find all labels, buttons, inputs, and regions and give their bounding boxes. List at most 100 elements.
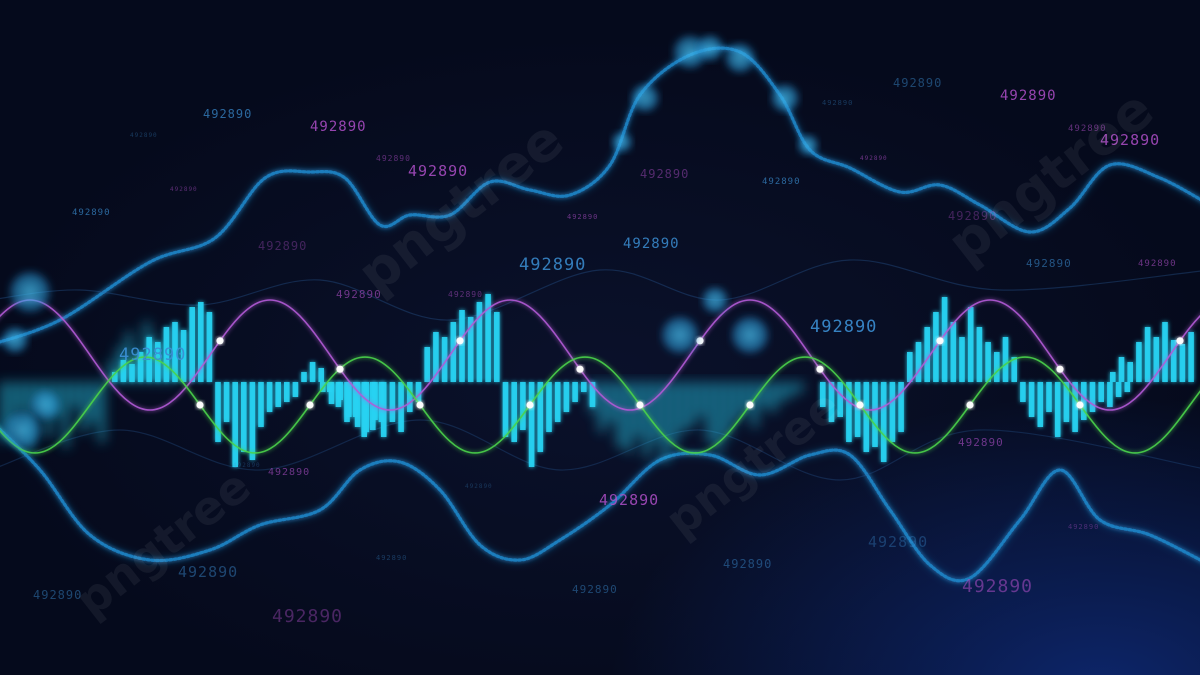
number-label: 492890 — [408, 162, 469, 180]
bokeh-circle — [730, 315, 770, 355]
bokeh-circle — [611, 131, 633, 153]
number-label: 492890 — [599, 491, 660, 509]
histogram-bar — [572, 382, 578, 402]
number-label: 492890 — [860, 155, 888, 162]
histogram-bar — [328, 382, 335, 404]
green-curve — [0, 356, 1200, 454]
number-label: 492890 — [1068, 523, 1100, 531]
histogram-bar — [1188, 332, 1194, 382]
number-label: 492890 — [762, 177, 801, 187]
histogram-bar — [1153, 337, 1160, 382]
curve-point-marker — [1176, 337, 1184, 345]
histogram-bar — [189, 307, 195, 382]
histogram-bar — [889, 382, 896, 442]
histogram-bar — [9, 382, 15, 427]
number-label: 492890 — [958, 436, 1004, 449]
curve-point-marker — [306, 401, 314, 409]
number-label: 492890 — [810, 317, 878, 337]
number-label: 492890 — [268, 467, 311, 478]
number-label: 492890 — [33, 588, 83, 602]
histogram-bar — [779, 382, 785, 402]
number-label: 492890 — [233, 462, 261, 469]
histogram-bar — [1170, 340, 1177, 382]
number-label: 492890 — [203, 107, 253, 121]
histogram-bar — [108, 362, 114, 382]
histogram-bar — [1107, 382, 1113, 407]
histogram-bar — [117, 347, 123, 382]
histogram-bar — [433, 332, 439, 382]
histogram-bar — [467, 317, 474, 382]
curve-point-marker — [456, 337, 464, 345]
histogram-bar — [163, 327, 170, 382]
number-label: 492890 — [170, 186, 198, 193]
histogram-bar — [485, 294, 491, 382]
histogram-bar — [761, 382, 767, 407]
histogram-bar — [155, 342, 161, 382]
histogram-bar — [716, 382, 722, 452]
histogram-bar — [1098, 382, 1104, 402]
histogram-bar — [924, 327, 930, 382]
histogram-bar — [441, 337, 448, 382]
magenta-curve — [0, 299, 1200, 411]
curve-point-marker — [746, 401, 754, 409]
number-label: 492890 — [1138, 259, 1177, 269]
histogram-bar — [494, 312, 500, 382]
histogram-bar — [363, 382, 370, 432]
histogram-bar — [797, 382, 803, 392]
number-label: 492890 — [822, 99, 854, 107]
histogram-bar — [112, 372, 118, 382]
histogram-bar — [301, 372, 307, 382]
bokeh-circle — [8, 270, 52, 314]
histogram-bar — [72, 382, 78, 407]
histogram-bar — [828, 382, 835, 422]
histogram-bar — [1144, 327, 1151, 382]
curve-point-marker — [936, 337, 944, 345]
histogram-bar — [0, 382, 6, 442]
histogram-bar — [1179, 344, 1186, 382]
histogram-bar — [528, 382, 535, 467]
number-label: 492890 — [1100, 131, 1161, 149]
histogram-bar — [872, 382, 878, 447]
histogram-bar — [198, 302, 204, 382]
histogram-bar — [1011, 357, 1017, 382]
histogram-bar — [1072, 382, 1078, 432]
histogram-bar — [215, 382, 221, 442]
number-label: 492890 — [1000, 88, 1057, 104]
histogram-bar — [63, 382, 69, 447]
histogram-bar — [1115, 382, 1122, 397]
histogram-bar — [854, 382, 861, 437]
number-label: 492890 — [448, 290, 483, 299]
histogram-bar — [994, 352, 1000, 382]
histogram-bar — [707, 382, 713, 442]
histogram-bar — [180, 330, 187, 382]
histogram-bar — [788, 382, 794, 397]
histogram-bar — [1046, 382, 1052, 412]
number-label: 492890 — [1026, 257, 1072, 270]
number-label: 492890 — [723, 557, 773, 571]
number-label: 492890 — [72, 208, 111, 218]
histogram-bar — [120, 360, 127, 382]
histogram-bar — [389, 382, 396, 422]
histogram-bar — [554, 382, 561, 422]
histogram-bar — [1136, 342, 1142, 382]
histogram-bar — [258, 382, 264, 427]
histogram-bar — [837, 382, 843, 417]
number-label: 492890 — [868, 533, 929, 551]
curve-point-marker — [636, 401, 644, 409]
histogram-bar — [1110, 372, 1116, 382]
bokeh-circle — [724, 42, 756, 74]
bokeh-circle — [2, 410, 42, 450]
histogram-bar — [590, 382, 596, 412]
histogram-bar — [18, 382, 24, 412]
histogram-bar — [232, 382, 238, 467]
curve-point-marker — [1076, 401, 1084, 409]
histogram-bar — [599, 382, 605, 432]
histogram-bar — [653, 382, 659, 442]
histogram-bar — [941, 297, 948, 382]
number-label: 492890 — [376, 554, 408, 562]
histogram-bar — [1002, 337, 1009, 382]
curve-point-marker — [216, 337, 224, 345]
histogram-bar — [284, 382, 290, 402]
number-label: 492890 — [465, 483, 493, 490]
bokeh-circle — [770, 83, 800, 113]
